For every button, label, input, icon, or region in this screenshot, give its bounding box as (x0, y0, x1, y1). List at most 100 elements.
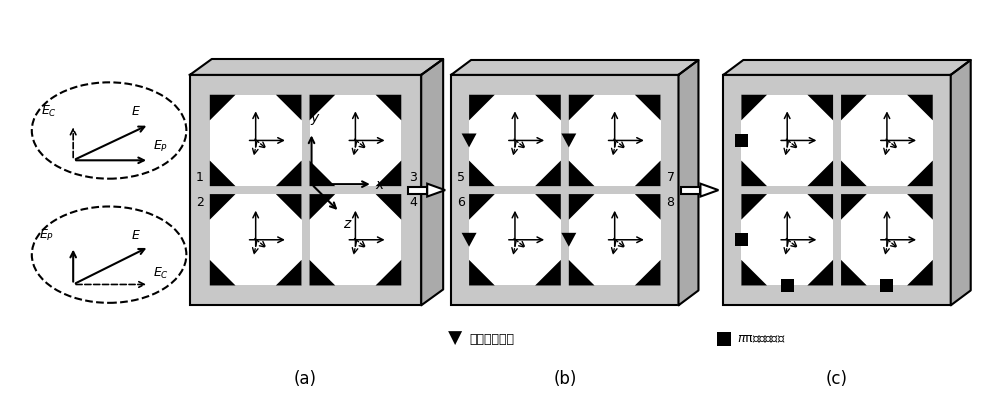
Polygon shape (907, 260, 933, 286)
Text: $z$: $z$ (343, 217, 353, 231)
Bar (781, 279, 794, 292)
Bar (735, 134, 748, 147)
Text: 8: 8 (667, 196, 675, 209)
Polygon shape (841, 194, 867, 220)
Polygon shape (700, 184, 718, 197)
Polygon shape (569, 161, 594, 186)
Polygon shape (310, 260, 335, 286)
Bar (741, 194, 833, 286)
Polygon shape (190, 59, 443, 75)
Bar (408, 187, 427, 194)
Text: 3: 3 (409, 171, 417, 184)
Polygon shape (807, 260, 833, 286)
Text: (c): (c) (826, 370, 848, 388)
Polygon shape (841, 161, 867, 186)
Polygon shape (635, 194, 661, 220)
Polygon shape (635, 260, 661, 286)
Polygon shape (469, 194, 495, 220)
Polygon shape (448, 331, 462, 345)
Bar (841, 194, 933, 286)
Polygon shape (469, 95, 495, 120)
Polygon shape (310, 194, 335, 220)
Polygon shape (376, 194, 401, 220)
Text: $x$: $x$ (375, 178, 385, 192)
Bar (310, 194, 401, 286)
Polygon shape (376, 95, 401, 120)
Text: $\pi$π相馈电端口: $\pi$π相馈电端口 (737, 332, 786, 346)
Bar (451, 75, 679, 305)
Polygon shape (569, 260, 594, 286)
Polygon shape (421, 59, 443, 305)
Bar (723, 75, 951, 305)
Polygon shape (462, 233, 477, 247)
Polygon shape (841, 95, 867, 120)
Bar (880, 279, 893, 292)
Polygon shape (469, 260, 495, 286)
Polygon shape (535, 161, 561, 186)
Polygon shape (535, 194, 561, 220)
Polygon shape (561, 233, 576, 247)
Text: (b): (b) (553, 370, 577, 388)
Polygon shape (469, 161, 495, 186)
Text: $E$: $E$ (131, 229, 141, 242)
Text: $E$: $E$ (131, 105, 141, 117)
Polygon shape (723, 60, 971, 75)
Bar (469, 95, 561, 186)
Bar (210, 95, 302, 186)
Text: $E_C$: $E_C$ (153, 265, 169, 281)
Text: 7: 7 (667, 171, 675, 184)
Text: 1: 1 (196, 171, 204, 184)
Bar (741, 95, 833, 186)
Text: $E_P$: $E_P$ (153, 139, 169, 154)
Polygon shape (951, 60, 971, 305)
Polygon shape (210, 161, 235, 186)
Text: $E_C$: $E_C$ (41, 104, 57, 119)
Polygon shape (210, 260, 235, 286)
Polygon shape (807, 95, 833, 120)
Text: $y$: $y$ (310, 112, 321, 126)
Polygon shape (535, 260, 561, 286)
Text: 4: 4 (409, 196, 417, 209)
Polygon shape (451, 60, 698, 75)
Bar (841, 95, 933, 186)
Polygon shape (635, 95, 661, 120)
Bar (469, 194, 561, 286)
Polygon shape (561, 133, 576, 147)
Text: (a): (a) (294, 370, 317, 388)
Text: $E_P$: $E_P$ (39, 228, 54, 243)
Polygon shape (210, 95, 235, 120)
Polygon shape (462, 133, 477, 147)
Polygon shape (841, 260, 867, 286)
Polygon shape (635, 161, 661, 186)
Polygon shape (907, 161, 933, 186)
Bar (717, 332, 731, 346)
Bar (190, 75, 421, 305)
Polygon shape (310, 95, 335, 120)
Text: 5: 5 (457, 171, 465, 184)
Polygon shape (679, 60, 698, 305)
Polygon shape (276, 260, 302, 286)
Polygon shape (569, 95, 594, 120)
Polygon shape (376, 161, 401, 186)
Polygon shape (427, 184, 445, 197)
Bar (681, 187, 700, 194)
Text: 2: 2 (196, 196, 204, 209)
Polygon shape (210, 194, 235, 220)
Polygon shape (907, 95, 933, 120)
Polygon shape (741, 95, 767, 120)
Bar (735, 233, 748, 246)
Polygon shape (376, 260, 401, 286)
Bar (210, 194, 302, 286)
Polygon shape (741, 161, 767, 186)
Polygon shape (569, 194, 594, 220)
Polygon shape (741, 260, 767, 286)
Polygon shape (907, 194, 933, 220)
Polygon shape (535, 95, 561, 120)
Polygon shape (276, 95, 302, 120)
Bar (310, 95, 401, 186)
Bar (569, 194, 661, 286)
Polygon shape (276, 161, 302, 186)
Text: 同相馈电端口: 同相馈电端口 (469, 332, 514, 346)
Text: 6: 6 (457, 196, 465, 209)
Polygon shape (807, 194, 833, 220)
